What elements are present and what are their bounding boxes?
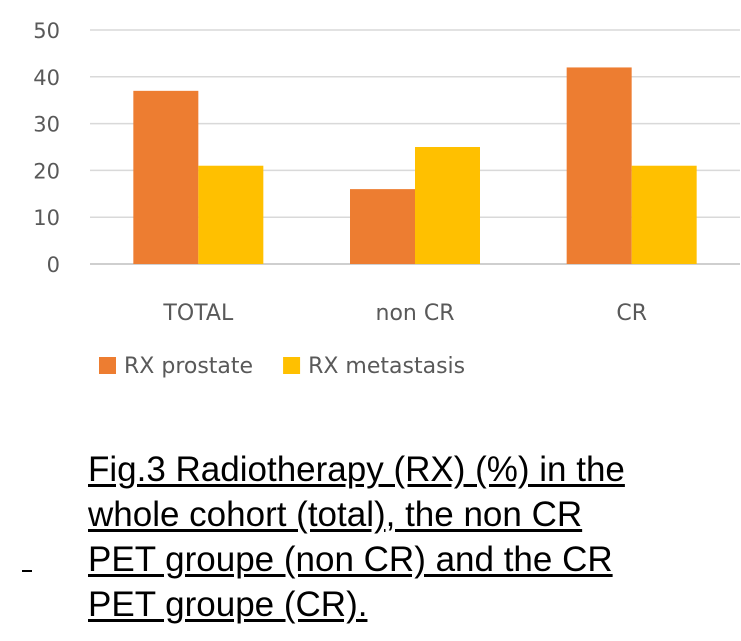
y-tick-label: 50 (33, 19, 60, 43)
y-tick-label: 20 (33, 159, 60, 183)
y-tick-label: 10 (33, 206, 60, 230)
x-tick-label: TOTAL (162, 301, 234, 326)
x-axis-categories: TOTAL non CR CR (162, 301, 647, 326)
bar-rx-prostate (133, 90, 199, 264)
stray-mark (22, 570, 32, 572)
y-tick-label: 40 (33, 66, 60, 90)
legend-label: RX prostate (124, 354, 253, 379)
legend-swatch (99, 357, 116, 374)
y-tick-label: 0 (47, 253, 60, 277)
bar-rx-prostate (566, 67, 632, 264)
bar-rx-metastasis (415, 147, 480, 264)
caption-line: PET groupe (non CR) and the CR (88, 540, 613, 579)
x-tick-label: CR (616, 301, 647, 326)
bar-rx-metastasis (198, 165, 264, 264)
x-tick-label: non CR (376, 301, 455, 326)
caption-line: Fig.3 Radiotherapy (RX) (%) in the (88, 450, 625, 489)
y-tick-label: 30 (33, 113, 60, 137)
figure-caption: Fig.3 Radiotherapy (RX) (%) in the whole… (88, 447, 738, 627)
legend: RX prostate RX metastasis (99, 354, 465, 379)
bars (133, 67, 697, 264)
caption-line: whole cohort (total), the non CR (88, 495, 583, 534)
caption-line: PET groupe (CR). (88, 585, 368, 624)
legend-label: RX metastasis (308, 354, 465, 379)
bar-rx-prostate (350, 189, 415, 264)
legend-swatch (283, 357, 301, 374)
bar-rx-metastasis (631, 165, 697, 264)
y-axis-ticks: 0 10 20 30 40 50 (33, 19, 60, 277)
